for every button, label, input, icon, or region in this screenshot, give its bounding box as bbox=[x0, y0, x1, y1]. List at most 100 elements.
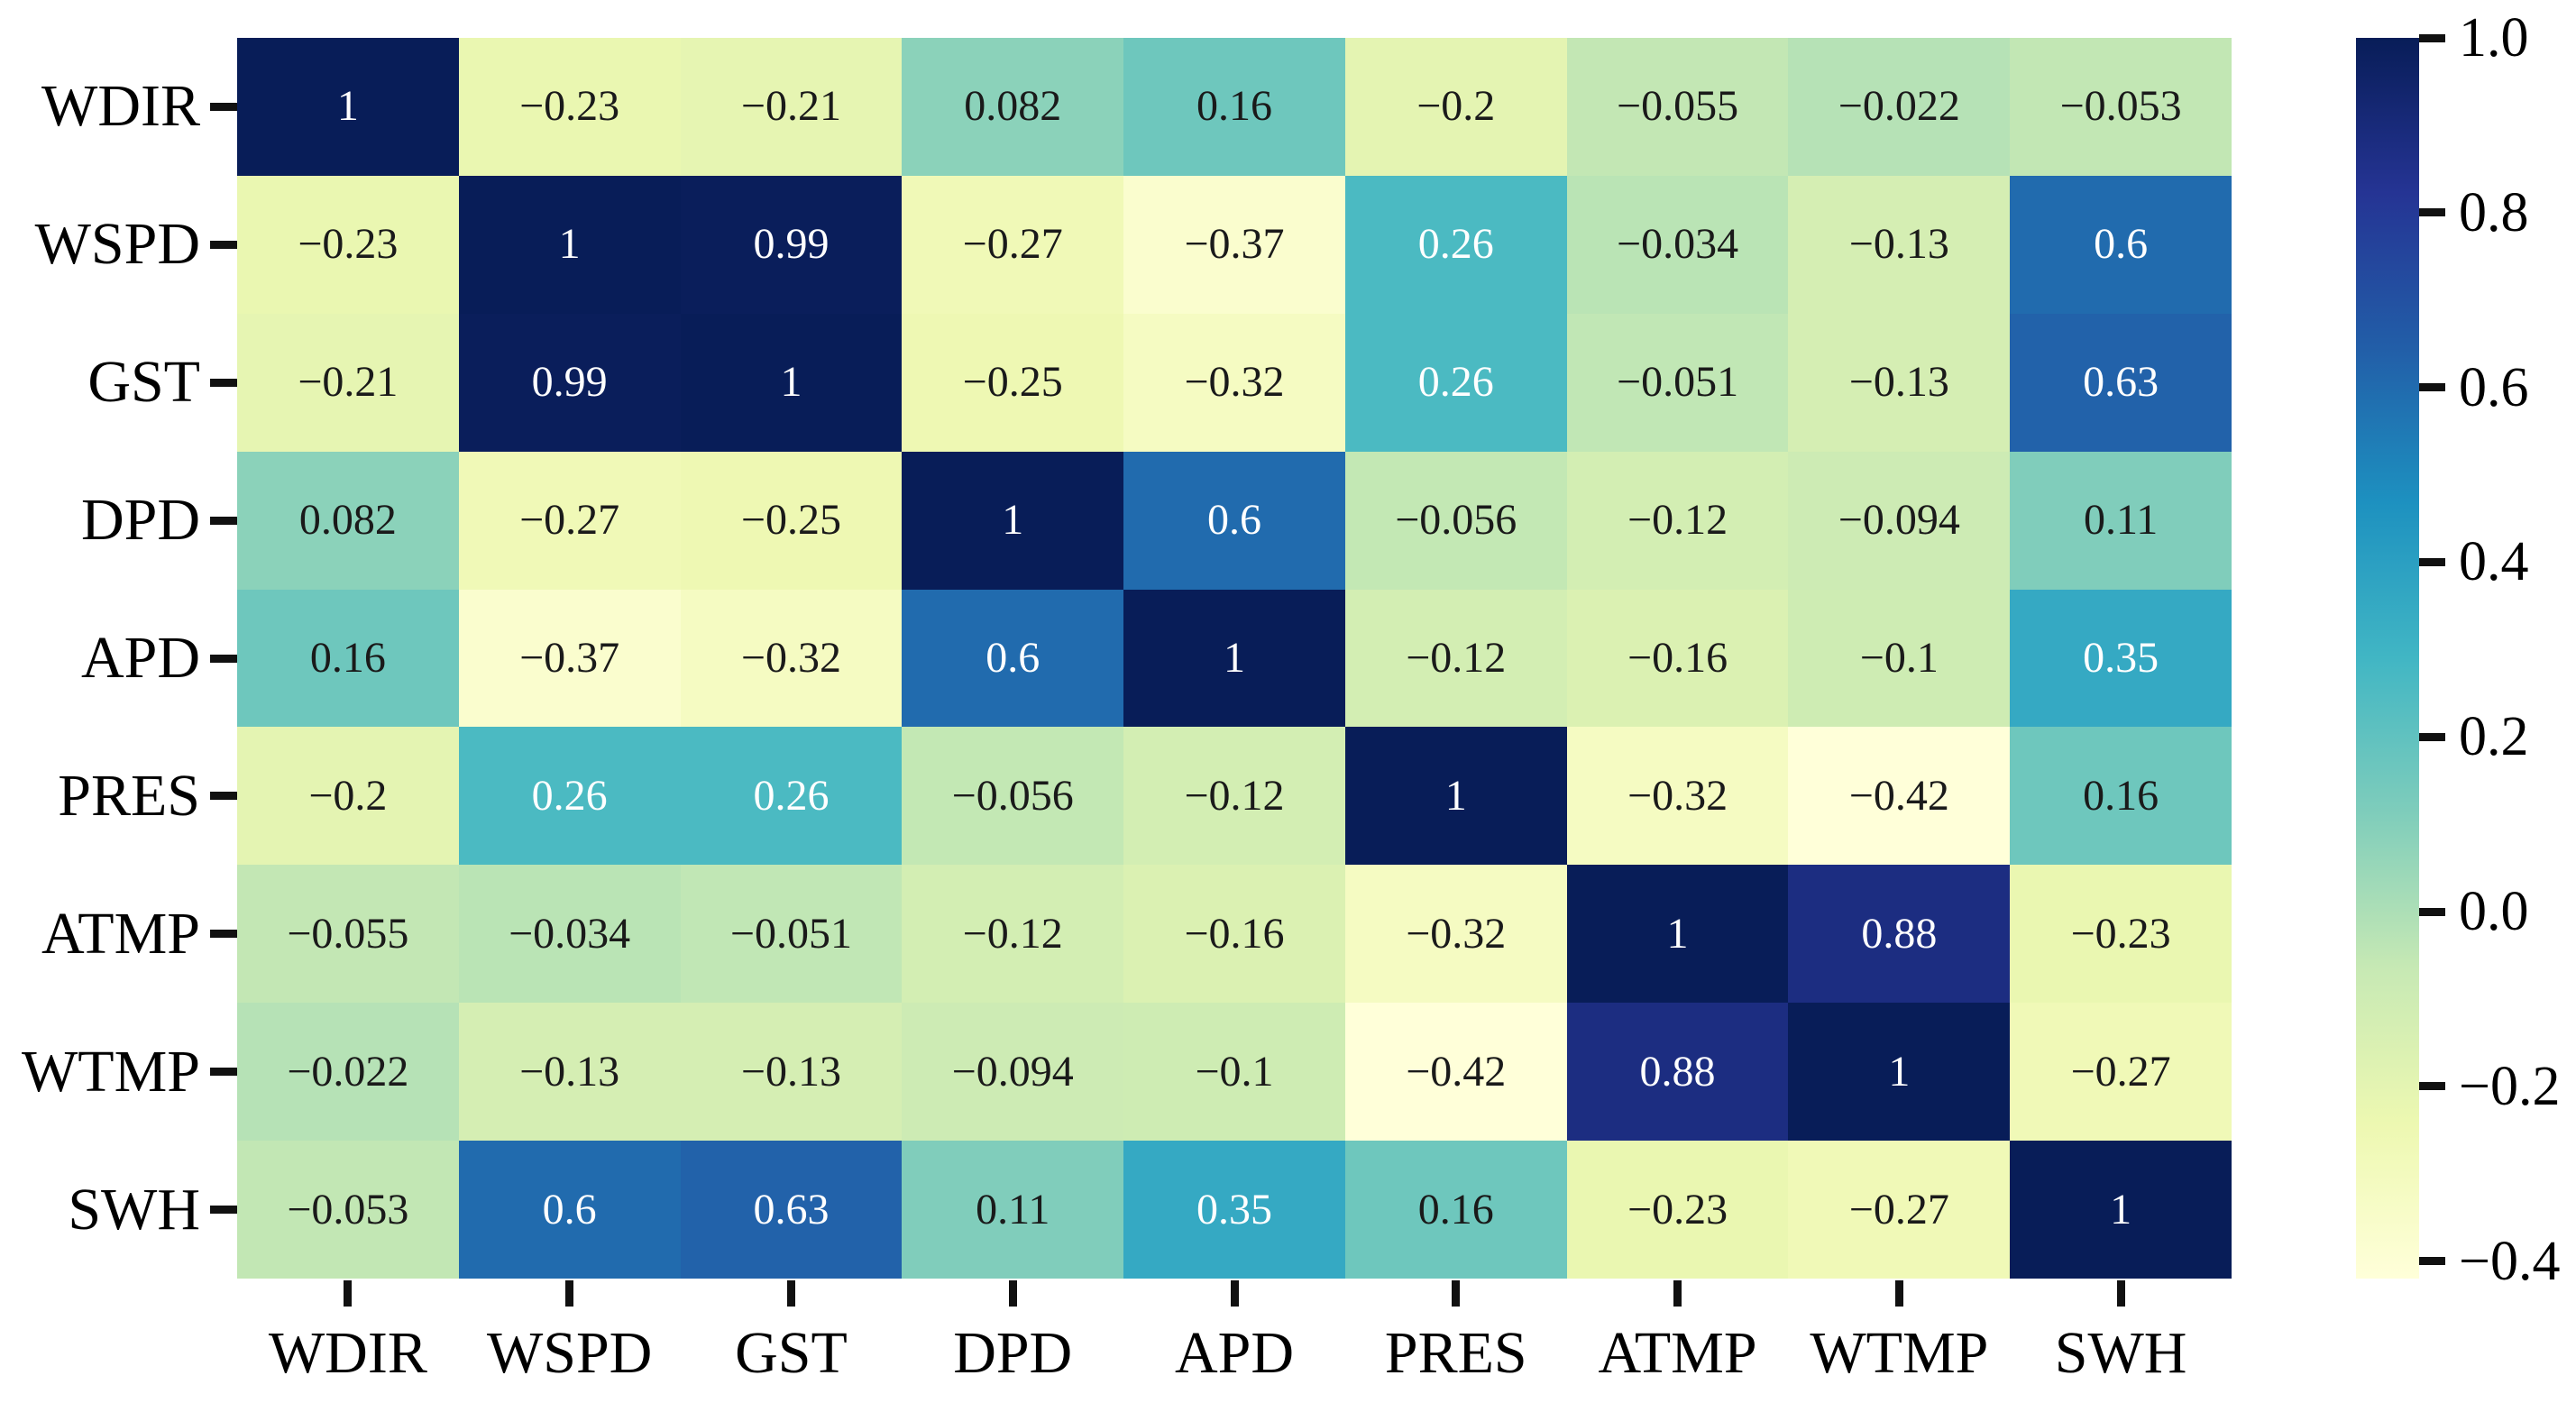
cell-value: −0.23 bbox=[519, 82, 620, 131]
heatmap-cell-APD-WDIR: 0.16 bbox=[237, 589, 459, 728]
heatmap-cell-DPD-GST: −0.25 bbox=[680, 451, 903, 590]
cell-value: −0.27 bbox=[2070, 1047, 2171, 1096]
heatmap-cell-WTMP-PRES: −0.42 bbox=[1344, 1003, 1567, 1142]
heatmap-cell-WSPD-WDIR: −0.23 bbox=[237, 175, 459, 314]
heatmap-cell-WSPD-SWH: 0.6 bbox=[2010, 175, 2232, 314]
heatmap-cell-PRES-WSPD: 0.26 bbox=[458, 727, 681, 866]
heatmap-cell-APD-GST: −0.32 bbox=[680, 589, 903, 728]
colorbar-tick-label-0.4: 0.4 bbox=[2459, 531, 2529, 593]
cell-value: −0.37 bbox=[1184, 220, 1285, 269]
colorbar-tick-label-1.0: 1.0 bbox=[2459, 7, 2529, 69]
heatmap-cell-WSPD-PRES: 0.26 bbox=[1344, 175, 1567, 314]
heatmap-cell-DPD-APD: 0.6 bbox=[1123, 451, 1345, 590]
y-tick-label-WTMP: WTMP bbox=[22, 1038, 200, 1105]
cell-value: 1 bbox=[2110, 1185, 2132, 1233]
cell-value: 0.6 bbox=[2094, 220, 2149, 269]
cell-value: −0.022 bbox=[1838, 82, 1960, 131]
heatmap-cell-ATMP-WDIR: −0.055 bbox=[237, 865, 459, 1004]
heatmap-cell-WSPD-APD: −0.37 bbox=[1123, 175, 1345, 314]
x-tick-label-PRES: PRES bbox=[1384, 1320, 1527, 1386]
heatmap-cell-PRES-ATMP: −0.32 bbox=[1566, 727, 1789, 866]
cell-value: 0.35 bbox=[1196, 1185, 1272, 1233]
heatmap-cell-APD-ATMP: −0.16 bbox=[1566, 589, 1789, 728]
heatmap-cell-WDIR-ATMP: −0.055 bbox=[1566, 38, 1789, 176]
heatmap-cell-DPD-DPD: 1 bbox=[902, 451, 1124, 590]
heatmap-cell-WSPD-GST: 0.99 bbox=[680, 175, 903, 314]
heatmap-cell-GST-SWH: 0.63 bbox=[2010, 313, 2232, 452]
cell-value: 0.6 bbox=[1206, 496, 1261, 545]
heatmap-cell-ATMP-PRES: −0.32 bbox=[1344, 865, 1567, 1004]
cell-value: −0.13 bbox=[740, 1047, 841, 1096]
heatmap-cell-GST-APD: −0.32 bbox=[1123, 313, 1345, 452]
y-tick-mark bbox=[210, 930, 237, 939]
cell-value: 0.63 bbox=[753, 1185, 830, 1233]
cell-value: −0.23 bbox=[1627, 1185, 1728, 1233]
cell-value: 0.16 bbox=[2083, 771, 2159, 820]
colorbar-tick-label-−0.2: −0.2 bbox=[2459, 1055, 2561, 1117]
cell-value: −0.034 bbox=[509, 909, 631, 958]
x-tick-mark bbox=[786, 1280, 795, 1307]
heatmap-cell-WSPD-WSPD: 1 bbox=[458, 175, 681, 314]
heatmap-cell-DPD-ATMP: −0.12 bbox=[1566, 451, 1789, 590]
y-tick-label-WSPD: WSPD bbox=[34, 211, 200, 278]
cell-value: 0.35 bbox=[2083, 633, 2159, 682]
cell-value: −0.37 bbox=[519, 633, 620, 682]
y-tick-label-GST: GST bbox=[87, 349, 200, 416]
heatmap-cell-SWH-WDIR: −0.053 bbox=[237, 1141, 459, 1279]
colorbar-tick-label-0.0: 0.0 bbox=[2459, 881, 2529, 942]
cell-value: −0.055 bbox=[1617, 82, 1739, 131]
heatmap-cell-SWH-ATMP: −0.23 bbox=[1566, 1141, 1789, 1279]
cell-value: 0.26 bbox=[1417, 220, 1494, 269]
colorbar-tick-mark bbox=[2419, 33, 2445, 42]
heatmap-cell-ATMP-WTMP: 0.88 bbox=[1788, 865, 2011, 1004]
cell-value: 1 bbox=[1888, 1047, 1911, 1096]
cell-value: 0.99 bbox=[753, 220, 830, 269]
cell-value: −0.034 bbox=[1617, 220, 1739, 269]
cell-value: −0.2 bbox=[308, 771, 388, 820]
colorbar-tick-mark bbox=[2419, 907, 2445, 916]
cell-value: −0.32 bbox=[1184, 358, 1285, 407]
colorbar-tick-label-−0.4: −0.4 bbox=[2459, 1230, 2561, 1292]
heatmap-cell-APD-APD: 1 bbox=[1123, 589, 1345, 728]
cell-value: −0.12 bbox=[1184, 771, 1285, 820]
cell-value: −0.32 bbox=[1627, 771, 1728, 820]
cell-value: 0.26 bbox=[531, 771, 608, 820]
cell-value: 1 bbox=[558, 220, 581, 269]
heatmap-cell-SWH-GST: 0.63 bbox=[680, 1141, 903, 1279]
cell-value: −0.051 bbox=[1617, 358, 1739, 407]
cell-value: −0.12 bbox=[962, 909, 1063, 958]
y-tick-mark bbox=[210, 792, 237, 801]
cell-value: −0.1 bbox=[1195, 1047, 1274, 1096]
heatmap-cell-APD-WSPD: −0.37 bbox=[458, 589, 681, 728]
heatmap-cell-GST-GST: 1 bbox=[680, 313, 903, 452]
heatmap-cell-APD-DPD: 0.6 bbox=[902, 589, 1124, 728]
y-tick-label-APD: APD bbox=[80, 625, 200, 691]
heatmap-cell-APD-WTMP: −0.1 bbox=[1788, 589, 2011, 728]
cell-value: −0.022 bbox=[287, 1047, 409, 1096]
heatmap-cell-DPD-WDIR: 0.082 bbox=[237, 451, 459, 590]
cell-value: −0.056 bbox=[951, 771, 1074, 820]
heatmap-cell-WDIR-SWH: −0.053 bbox=[2010, 38, 2232, 176]
heatmap-cell-GST-WSPD: 0.99 bbox=[458, 313, 681, 452]
heatmap-cell-PRES-DPD: −0.056 bbox=[902, 727, 1124, 866]
heatmap-cell-ATMP-GST: −0.051 bbox=[680, 865, 903, 1004]
heatmap-cell-ATMP-WSPD: −0.034 bbox=[458, 865, 681, 1004]
cell-value: 1 bbox=[1223, 633, 1245, 682]
x-tick-mark bbox=[1452, 1280, 1461, 1307]
x-tick-label-APD: APD bbox=[1174, 1320, 1295, 1386]
heatmap-cell-APD-SWH: 0.35 bbox=[2010, 589, 2232, 728]
x-tick-mark bbox=[565, 1280, 574, 1307]
heatmap-cell-APD-PRES: −0.12 bbox=[1344, 589, 1567, 728]
cell-value: 0.16 bbox=[309, 633, 386, 682]
heatmap-cell-SWH-WTMP: −0.27 bbox=[1788, 1141, 2011, 1279]
colorbar-tick-label-0.2: 0.2 bbox=[2459, 706, 2529, 768]
cell-value: 0.99 bbox=[531, 358, 608, 407]
heatmap-cell-PRES-SWH: 0.16 bbox=[2010, 727, 2232, 866]
heatmap-cell-WDIR-GST: −0.21 bbox=[680, 38, 903, 176]
x-tick-label-GST: GST bbox=[735, 1320, 848, 1386]
cell-value: −0.053 bbox=[2059, 82, 2182, 131]
heatmap-cell-WDIR-WDIR: 1 bbox=[237, 38, 459, 176]
cell-value: 0.16 bbox=[1417, 1185, 1494, 1233]
x-tick-mark bbox=[1673, 1280, 1682, 1307]
heatmap-cell-DPD-WTMP: −0.094 bbox=[1788, 451, 2011, 590]
